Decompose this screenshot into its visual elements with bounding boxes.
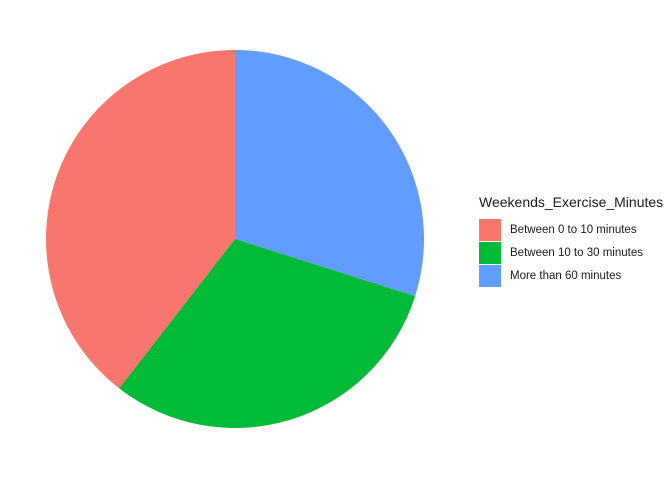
legend-key-0 xyxy=(479,219,501,241)
legend-label-1: Between 10 to 30 minutes xyxy=(510,247,643,259)
legend: Weekends_Exercise_Minutes Between 0 to 1… xyxy=(479,194,672,287)
legend-label-0: Between 0 to 10 minutes xyxy=(510,224,637,236)
legend-item-1: Between 10 to 30 minutes xyxy=(479,241,672,264)
legend-label-2: More than 60 minutes xyxy=(510,270,621,282)
legend-item-2: More than 60 minutes xyxy=(479,264,672,287)
legend-key-1 xyxy=(479,242,501,264)
legend-item-0: Between 0 to 10 minutes xyxy=(479,218,672,241)
legend-key-2 xyxy=(479,265,501,287)
legend-title: Weekends_Exercise_Minutes xyxy=(479,194,672,210)
